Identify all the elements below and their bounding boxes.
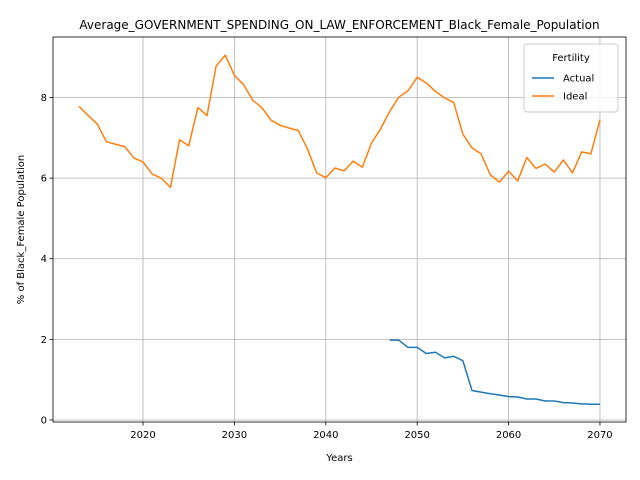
- x-tick-label: 2030: [222, 430, 247, 441]
- chart-title: Average_GOVERNMENT_SPENDING_ON_LAW_ENFOR…: [79, 18, 599, 32]
- legend: Fertility Actual Ideal: [523, 43, 619, 113]
- y-axis-ticks: 0 2 4 6 8: [41, 93, 53, 426]
- x-tick-label: 2070: [587, 430, 612, 441]
- legend-title: Fertility: [552, 53, 590, 64]
- x-axis-title: Years: [325, 453, 352, 464]
- x-tick-label: 2050: [404, 430, 429, 441]
- y-axis-title: % of Black_Female Population: [16, 155, 27, 304]
- x-tick-label: 2020: [130, 430, 155, 441]
- y-tick-label: 0: [41, 415, 47, 426]
- legend-label-ideal: Ideal: [563, 92, 587, 103]
- x-tick-label: 2040: [313, 430, 338, 441]
- plot-frame: [52, 36, 627, 423]
- series-line-ideal: [78, 54, 601, 189]
- y-tick-label: 2: [41, 335, 47, 346]
- y-tick-label: 6: [41, 174, 47, 185]
- series-lines: [78, 54, 601, 406]
- y-tick-label: 8: [41, 93, 47, 104]
- series-line-actual: [389, 339, 600, 406]
- legend-box: [523, 43, 619, 113]
- x-axis-ticks: 2020 2030 2040 2050 2060 2070: [130, 422, 613, 441]
- legend-label-actual: Actual: [563, 74, 594, 85]
- x-tick-label: 2060: [496, 430, 521, 441]
- y-tick-label: 4: [41, 254, 47, 265]
